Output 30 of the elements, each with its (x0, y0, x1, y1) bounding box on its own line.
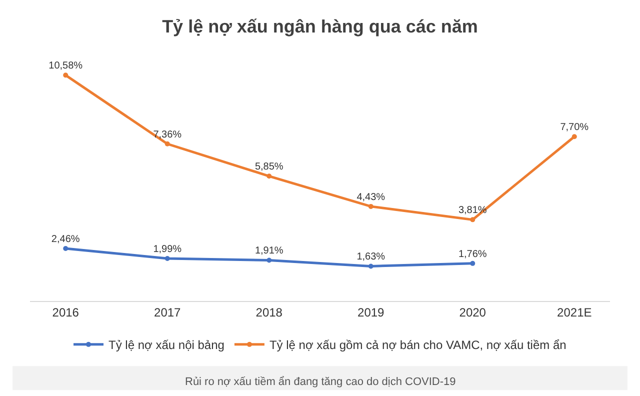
point (266, 174, 272, 179)
x-tick-label: 2019 (358, 305, 385, 320)
data-label: 7,70% (560, 122, 589, 134)
point (368, 264, 374, 269)
point (572, 134, 577, 140)
data-label: 5,85% (254, 162, 284, 173)
point (164, 256, 170, 262)
chart-title: Tỷ lệ nợ xấu ngân hàng qua các năm (162, 16, 478, 36)
point (470, 217, 476, 222)
data-label: 1,91% (254, 246, 284, 257)
data-label: 1,76% (458, 248, 487, 260)
point (63, 72, 68, 78)
x-tick-label: 2018 (256, 305, 283, 320)
data-label: 1,63% (356, 252, 386, 263)
data-label: 2,46% (51, 234, 80, 245)
x-tick-label: 2017 (154, 305, 182, 320)
x-tick-label: 2021E (557, 305, 592, 320)
legend-label: Tỷ lệ nợ xấu nội bảng (108, 338, 224, 352)
point (368, 204, 374, 209)
point (63, 246, 68, 251)
x-tick-label: 2020 (459, 305, 486, 320)
data-label: 10,58% (48, 60, 83, 72)
point (470, 260, 476, 266)
x-tick-label: 2016 (52, 305, 80, 320)
point (164, 141, 170, 146)
point (266, 258, 272, 263)
data-label: 1,99% (153, 244, 182, 255)
data-label: 4,43% (356, 192, 386, 203)
legend-label: Tỷ lệ nợ xấu gồm cả nợ bán cho VAMC, nợ xấu tiềm ẩn (269, 338, 566, 352)
text: Rủi ro nợ xấu tiềm ẩn đang tăng cao do dịch COVID-19 (185, 376, 456, 388)
